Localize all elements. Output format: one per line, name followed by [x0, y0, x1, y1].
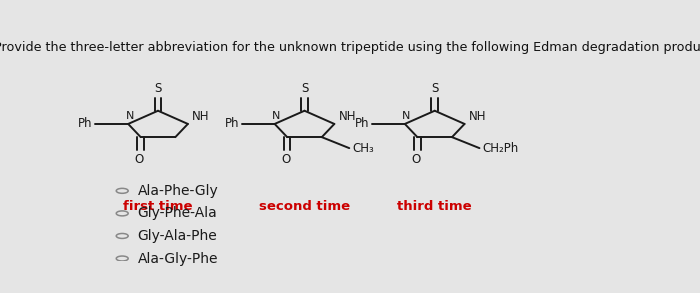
- Text: Provide the three-letter abbreviation for the unknown tripeptide using the follo: Provide the three-letter abbreviation fo…: [0, 41, 700, 54]
- Text: O: O: [134, 153, 144, 166]
- Text: S: S: [154, 82, 162, 95]
- Text: O: O: [411, 153, 421, 166]
- Text: NH: NH: [339, 110, 356, 123]
- Text: Ph: Ph: [355, 117, 370, 130]
- Text: S: S: [431, 82, 438, 95]
- Text: NH: NH: [469, 110, 486, 123]
- Text: Gly-Phe-Ala: Gly-Phe-Ala: [137, 206, 217, 220]
- Text: Ala-Phe-Gly: Ala-Phe-Gly: [137, 184, 218, 198]
- Text: Ph: Ph: [225, 117, 239, 130]
- Text: N: N: [402, 110, 411, 120]
- Text: S: S: [301, 82, 308, 95]
- Text: CH₂Ph: CH₂Ph: [482, 142, 519, 155]
- Text: first time: first time: [123, 200, 192, 213]
- Text: CH₃: CH₃: [352, 142, 374, 155]
- Text: Ph: Ph: [78, 117, 92, 130]
- Text: N: N: [125, 110, 134, 120]
- Text: Ala-Gly-Phe: Ala-Gly-Phe: [137, 251, 218, 265]
- Text: O: O: [281, 153, 290, 166]
- Text: N: N: [272, 110, 281, 120]
- Text: third time: third time: [398, 200, 472, 213]
- Text: second time: second time: [259, 200, 350, 213]
- Text: NH: NH: [193, 110, 210, 123]
- Text: Gly-Ala-Phe: Gly-Ala-Phe: [137, 229, 217, 243]
